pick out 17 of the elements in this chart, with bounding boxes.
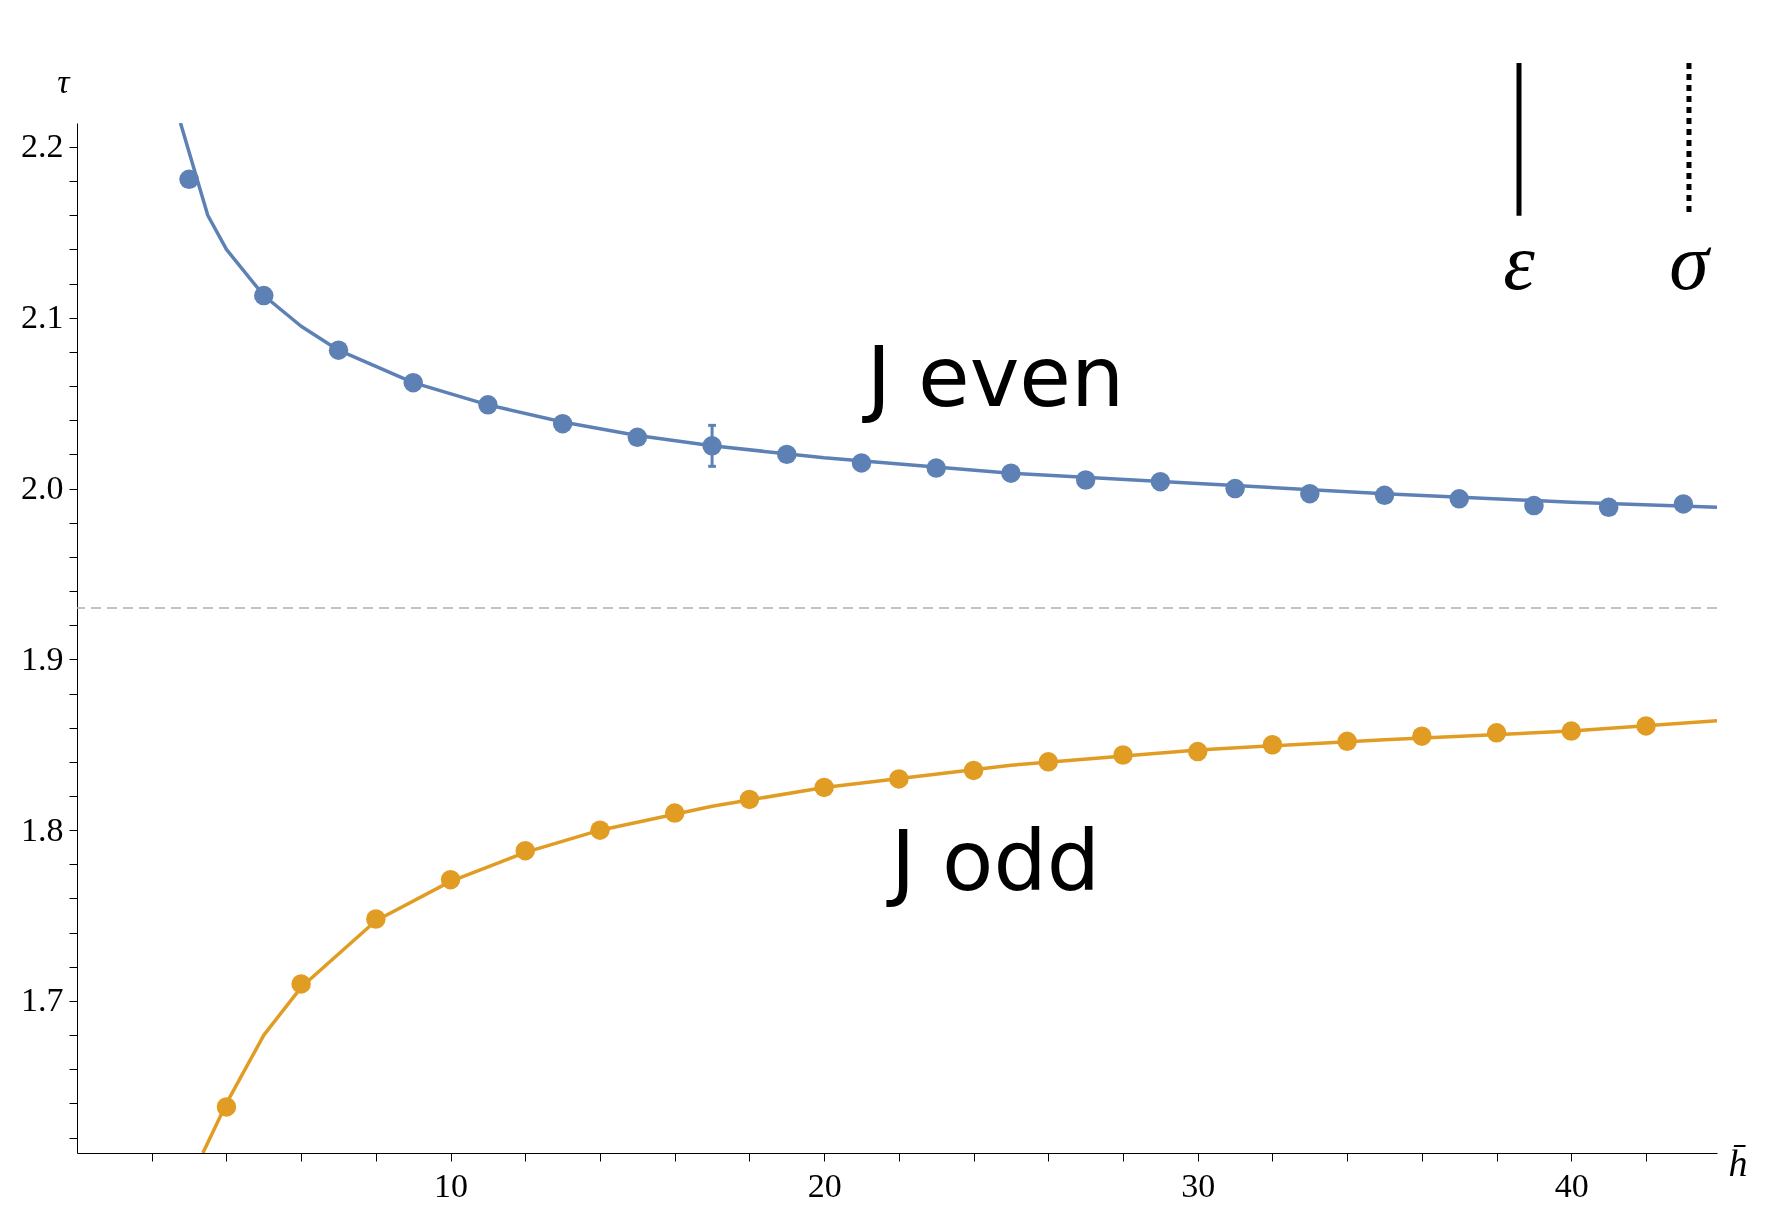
y-tick-label: 2.1	[21, 298, 64, 336]
y-tick-label: 2.2	[21, 127, 64, 165]
ref-line-label: σ	[1669, 218, 1712, 306]
x-tick-label: 40	[1554, 1166, 1589, 1204]
line-series	[201, 719, 1717, 1153]
y-axis-title: τ	[57, 62, 72, 100]
x-tick-label: 10	[434, 1166, 469, 1204]
y-tick-label: 1.9	[21, 639, 64, 677]
annotation: J even	[861, 327, 1125, 426]
x-tick-label: 30	[1181, 1166, 1216, 1204]
ref-line-label: ε	[1503, 218, 1536, 306]
annotation: J odd	[885, 811, 1101, 910]
y-tick-label: 1.8	[21, 810, 64, 848]
x-tick-label: 20	[807, 1166, 842, 1204]
x-axis-title: h̄	[1728, 1141, 1748, 1184]
y-tick-label: 1.7	[21, 981, 64, 1019]
y-tick-label: 2.0	[21, 469, 64, 507]
